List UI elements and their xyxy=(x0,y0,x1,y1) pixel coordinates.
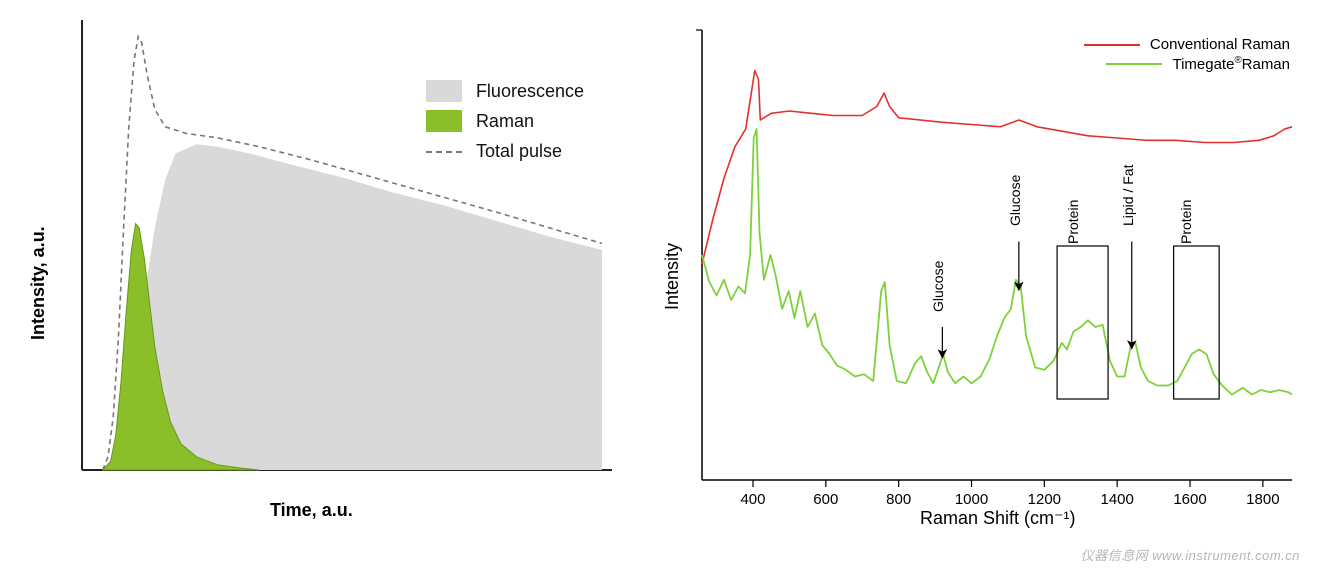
watermark-text: 仪器信息网 www.instrument.com.cn xyxy=(1081,545,1300,564)
svg-text:1400: 1400 xyxy=(1100,491,1133,508)
peak-annotation-label: Glucose xyxy=(930,260,946,311)
page: Intensity, a.u. Time, a.u. Fluorescence … xyxy=(0,0,1320,570)
svg-text:400: 400 xyxy=(740,491,765,508)
legend-label: Total pulse xyxy=(476,141,562,162)
conventional-line-icon xyxy=(1084,44,1140,46)
legend-label: Raman xyxy=(476,111,534,132)
legend-label: Timegate®Raman xyxy=(1172,55,1290,73)
right-y-axis-label: Intensity xyxy=(662,243,683,310)
svg-text:600: 600 xyxy=(813,491,838,508)
legend-item: Timegate®Raman xyxy=(1084,55,1290,73)
timegate-line-icon xyxy=(1106,63,1162,65)
peak-annotation-label: Protein xyxy=(1065,200,1081,244)
svg-text:800: 800 xyxy=(886,491,911,508)
right-chart-svg: 400 600 800 1000 1200 1400 1600 1800 xyxy=(640,0,1320,570)
total-pulse-swatch-icon xyxy=(426,140,462,162)
peak-annotation-label: Protein xyxy=(1178,200,1194,244)
svg-text:1000: 1000 xyxy=(955,491,988,508)
legend-item: Conventional Raman xyxy=(1084,36,1290,53)
legend-item: Fluorescence xyxy=(426,80,584,102)
legend-item: Total pulse xyxy=(426,140,584,162)
svg-text:1200: 1200 xyxy=(1028,491,1061,508)
legend-label: Conventional Raman xyxy=(1150,36,1290,53)
svg-text:1800: 1800 xyxy=(1246,491,1279,508)
legend-item: Raman xyxy=(426,110,584,132)
left-y-axis-label: Intensity, a.u. xyxy=(28,226,49,340)
left-x-axis-label: Time, a.u. xyxy=(270,500,353,521)
peak-annotation-label: Glucose xyxy=(1007,175,1023,226)
right-x-axis-label: Raman Shift (cm⁻¹) xyxy=(920,508,1076,529)
peak-annotation-label: Lipid / Fat xyxy=(1120,165,1136,226)
legend-label: Fluorescence xyxy=(476,81,584,102)
svg-text:1600: 1600 xyxy=(1173,491,1206,508)
left-legend: Fluorescence Raman Total pulse xyxy=(426,80,584,170)
left-chart-panel: Intensity, a.u. Time, a.u. Fluorescence … xyxy=(0,0,640,570)
right-chart-panel: 40060080010001200140016001800 Intensity … xyxy=(640,0,1320,570)
raman-swatch-icon xyxy=(426,110,462,132)
fluorescence-swatch-icon xyxy=(426,80,462,102)
right-legend: Conventional Raman Timegate®Raman xyxy=(1084,36,1290,75)
